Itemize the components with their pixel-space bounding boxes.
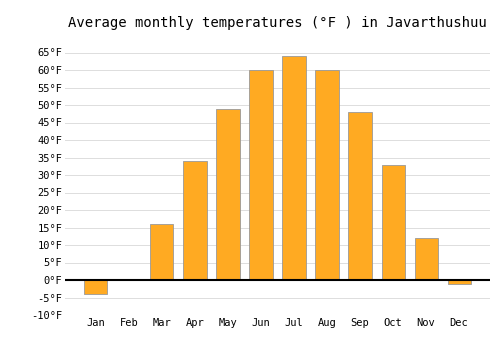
Bar (150, 224, 174, 280)
Bar (348, 112, 372, 280)
Bar (84, 280, 108, 294)
Bar (282, 56, 306, 280)
Bar (216, 108, 240, 280)
Title: Average monthly temperatures (°F ) in Javarthushuu: Average monthly temperatures (°F ) in Ja… (68, 16, 487, 30)
Bar (382, 164, 404, 280)
Bar (448, 280, 470, 284)
Bar (414, 238, 438, 280)
Bar (316, 70, 338, 280)
Bar (250, 70, 272, 280)
Bar (184, 161, 206, 280)
